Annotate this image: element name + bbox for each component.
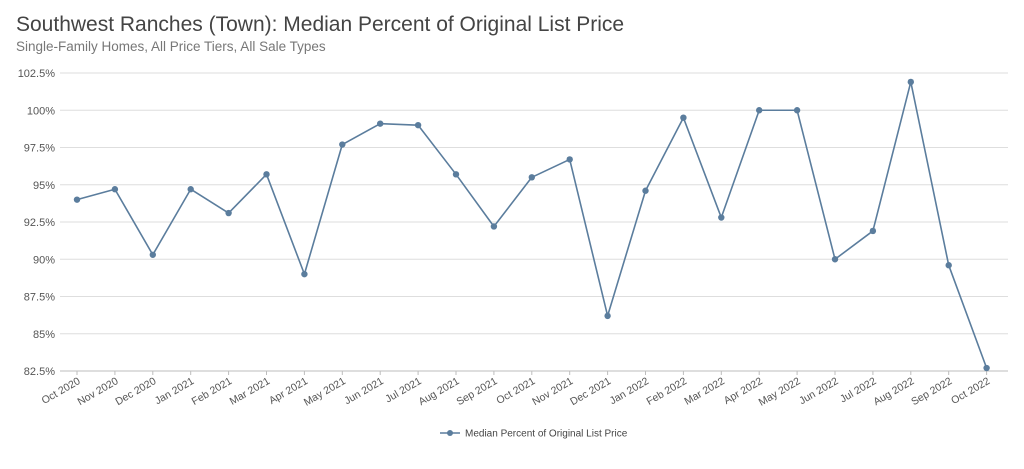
- x-tick-label: Sep 2021: [454, 375, 499, 408]
- data-point[interactable]: [452, 171, 460, 178]
- data-point[interactable]: [339, 141, 346, 148]
- series-layer: [73, 78, 990, 372]
- data-point[interactable]: [528, 174, 535, 181]
- data-point[interactable]: [263, 171, 270, 178]
- y-tick-label: 90%: [33, 254, 55, 266]
- x-tick-label: Jun 2022: [797, 375, 841, 407]
- data-point[interactable]: [111, 186, 119, 193]
- chart-subtitle: Single-Family Homes, All Price Tiers, Al…: [16, 39, 326, 54]
- x-tick-label: Mar 2021: [228, 375, 273, 408]
- data-point[interactable]: [301, 270, 308, 278]
- data-point[interactable]: [718, 214, 725, 221]
- data-point[interactable]: [680, 114, 687, 121]
- x-tick-label: Aug 2022: [871, 375, 916, 408]
- data-point[interactable]: [73, 196, 81, 203]
- data-point[interactable]: [149, 251, 156, 258]
- data-point[interactable]: [414, 121, 422, 129]
- data-point[interactable]: [831, 256, 839, 263]
- y-tick-label: 95%: [33, 180, 55, 192]
- data-point[interactable]: [377, 120, 384, 127]
- y-tick-label: 92.5%: [24, 217, 55, 229]
- y-tick-label: 82.5%: [24, 366, 55, 378]
- x-tick-label: Jun 2021: [342, 375, 386, 407]
- x-tick-label: Dec 2021: [568, 375, 613, 408]
- legend-label: Median Percent of Original List Price: [465, 429, 628, 440]
- x-tick-label: Oct 2021: [494, 375, 537, 407]
- data-point[interactable]: [187, 186, 194, 193]
- x-tick-label: Mar 2022: [682, 375, 727, 408]
- data-point[interactable]: [490, 223, 498, 230]
- data-point[interactable]: [604, 312, 611, 320]
- series-line: [76, 81, 988, 369]
- data-point[interactable]: [793, 107, 801, 114]
- x-tick-label: Oct 2020: [40, 375, 83, 407]
- grid-lines: [60, 72, 1008, 372]
- x-tick-label: Aug 2021: [417, 375, 462, 408]
- data-point[interactable]: [869, 227, 877, 235]
- x-tick-label: Feb 2021: [190, 375, 235, 408]
- legend-marker: [447, 430, 453, 436]
- x-tick-label: Dec 2020: [113, 375, 158, 408]
- y-tick-label: 85%: [33, 329, 55, 341]
- data-point[interactable]: [756, 107, 763, 114]
- data-point[interactable]: [566, 156, 573, 163]
- y-tick-label: 97.5%: [24, 143, 55, 155]
- y-tick-label: 102.5%: [18, 68, 56, 80]
- y-tick-label: 100%: [27, 105, 55, 117]
- data-point[interactable]: [945, 262, 952, 269]
- data-point[interactable]: [983, 364, 990, 372]
- y-tick-label: 87.5%: [24, 292, 55, 304]
- x-tick-label: May 2021: [302, 375, 348, 409]
- x-tick-label: Nov 2020: [75, 375, 120, 408]
- legend[interactable]: Median Percent of Original List Price: [440, 429, 628, 440]
- data-point[interactable]: [225, 209, 232, 217]
- x-tick-label: Feb 2022: [644, 375, 689, 408]
- x-tick-label: Nov 2021: [530, 375, 575, 408]
- data-point[interactable]: [642, 187, 649, 194]
- x-tick-label: Jan 2021: [153, 375, 197, 407]
- x-tick-label: May 2022: [757, 375, 803, 409]
- x-tick-label: Sep 2022: [909, 375, 954, 408]
- y-axis-ticks: 82.5% 85% 87.5% 90% 92.5% 95% 97.5% 100% 102.5%: [18, 68, 56, 378]
- x-tick-label: Oct 2022: [949, 375, 992, 407]
- data-point[interactable]: [907, 78, 914, 86]
- chart-title: Southwest Ranches (Town): Median Percent…: [16, 13, 625, 36]
- x-tick-label: Jan 2022: [608, 375, 652, 407]
